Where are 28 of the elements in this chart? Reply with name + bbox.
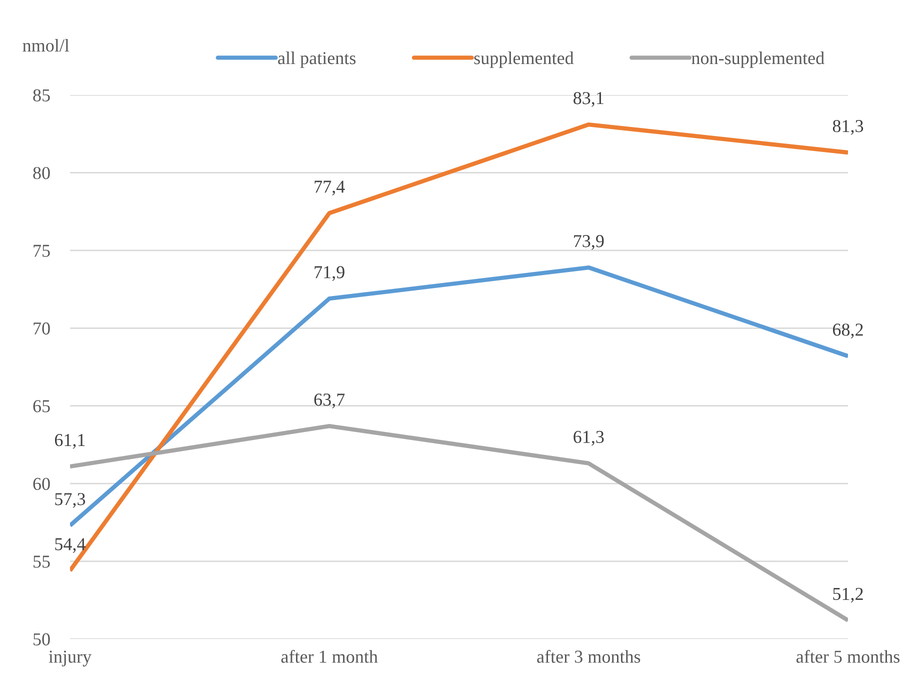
data-label: 83,1 bbox=[574, 92, 604, 107]
data-label: 77,4 bbox=[314, 180, 345, 196]
y-tick-label: 85 bbox=[33, 89, 50, 102]
data-label: 81,3 bbox=[832, 120, 864, 135]
legend-label: all patients bbox=[278, 51, 356, 68]
data-label: 63,7 bbox=[314, 394, 345, 408]
x-tick-label: after 3 months bbox=[537, 650, 640, 663]
y-tick-label: 65 bbox=[33, 400, 50, 412]
data-label: 57,3 bbox=[55, 493, 86, 508]
y-tick-label: 70 bbox=[34, 322, 50, 335]
x-tick-label: after 1 month bbox=[281, 650, 378, 663]
y-tick-label: 75 bbox=[34, 244, 50, 257]
data-label: 61,1 bbox=[54, 434, 85, 449]
data-label: 61,3 bbox=[574, 430, 604, 446]
data-label: 51,2 bbox=[833, 588, 863, 603]
data-label: 68,2 bbox=[832, 324, 863, 338]
y-axis-title: nmol/l bbox=[22, 38, 70, 52]
x-tick-label: after 5 months bbox=[796, 650, 900, 663]
data-label: 71,9 bbox=[314, 266, 344, 281]
legend-label: supplemented bbox=[474, 51, 574, 68]
legend-label: non-supplemented bbox=[692, 51, 824, 68]
y-tick-label: 60 bbox=[33, 478, 50, 490]
x-tick-label: injury bbox=[48, 650, 92, 666]
data-label: 73,9 bbox=[574, 235, 604, 250]
data-label: 54,4 bbox=[55, 538, 86, 553]
y-tick-label: 50 bbox=[34, 633, 50, 646]
y-tick-label: 80 bbox=[33, 166, 50, 180]
y-tick-label: 55 bbox=[34, 556, 50, 568]
